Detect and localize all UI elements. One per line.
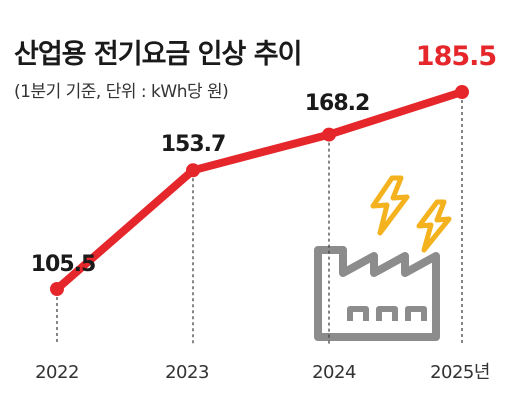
- x-tick-label: 2024: [312, 362, 356, 383]
- data-point: [50, 282, 64, 296]
- chart-subtitle: (1분기 기준, 단위 : kWh당 원): [14, 82, 229, 102]
- x-tick-label: 2023: [165, 362, 209, 383]
- data-label: 185.5: [416, 41, 496, 72]
- data-line: [53, 88, 466, 293]
- lightning-icon: [416, 199, 452, 253]
- x-tick-label: 2025년: [430, 362, 490, 383]
- factory-window: [376, 306, 398, 321]
- factory-window: [405, 306, 427, 321]
- data-label: 168.2: [305, 91, 370, 116]
- factory-body: [314, 246, 440, 341]
- lightning-icon: [370, 175, 410, 236]
- data-point: [455, 85, 469, 99]
- chart-title: 산업용 전기요금 인상 추이: [14, 39, 302, 70]
- data-point: [322, 127, 336, 142]
- x-tick-label: 2022: [35, 362, 79, 383]
- factory-window: [347, 306, 369, 321]
- data-point: [186, 163, 200, 178]
- data-label: 153.7: [161, 132, 226, 157]
- factory-icon: [314, 175, 452, 341]
- data-label: 105.5: [31, 252, 96, 277]
